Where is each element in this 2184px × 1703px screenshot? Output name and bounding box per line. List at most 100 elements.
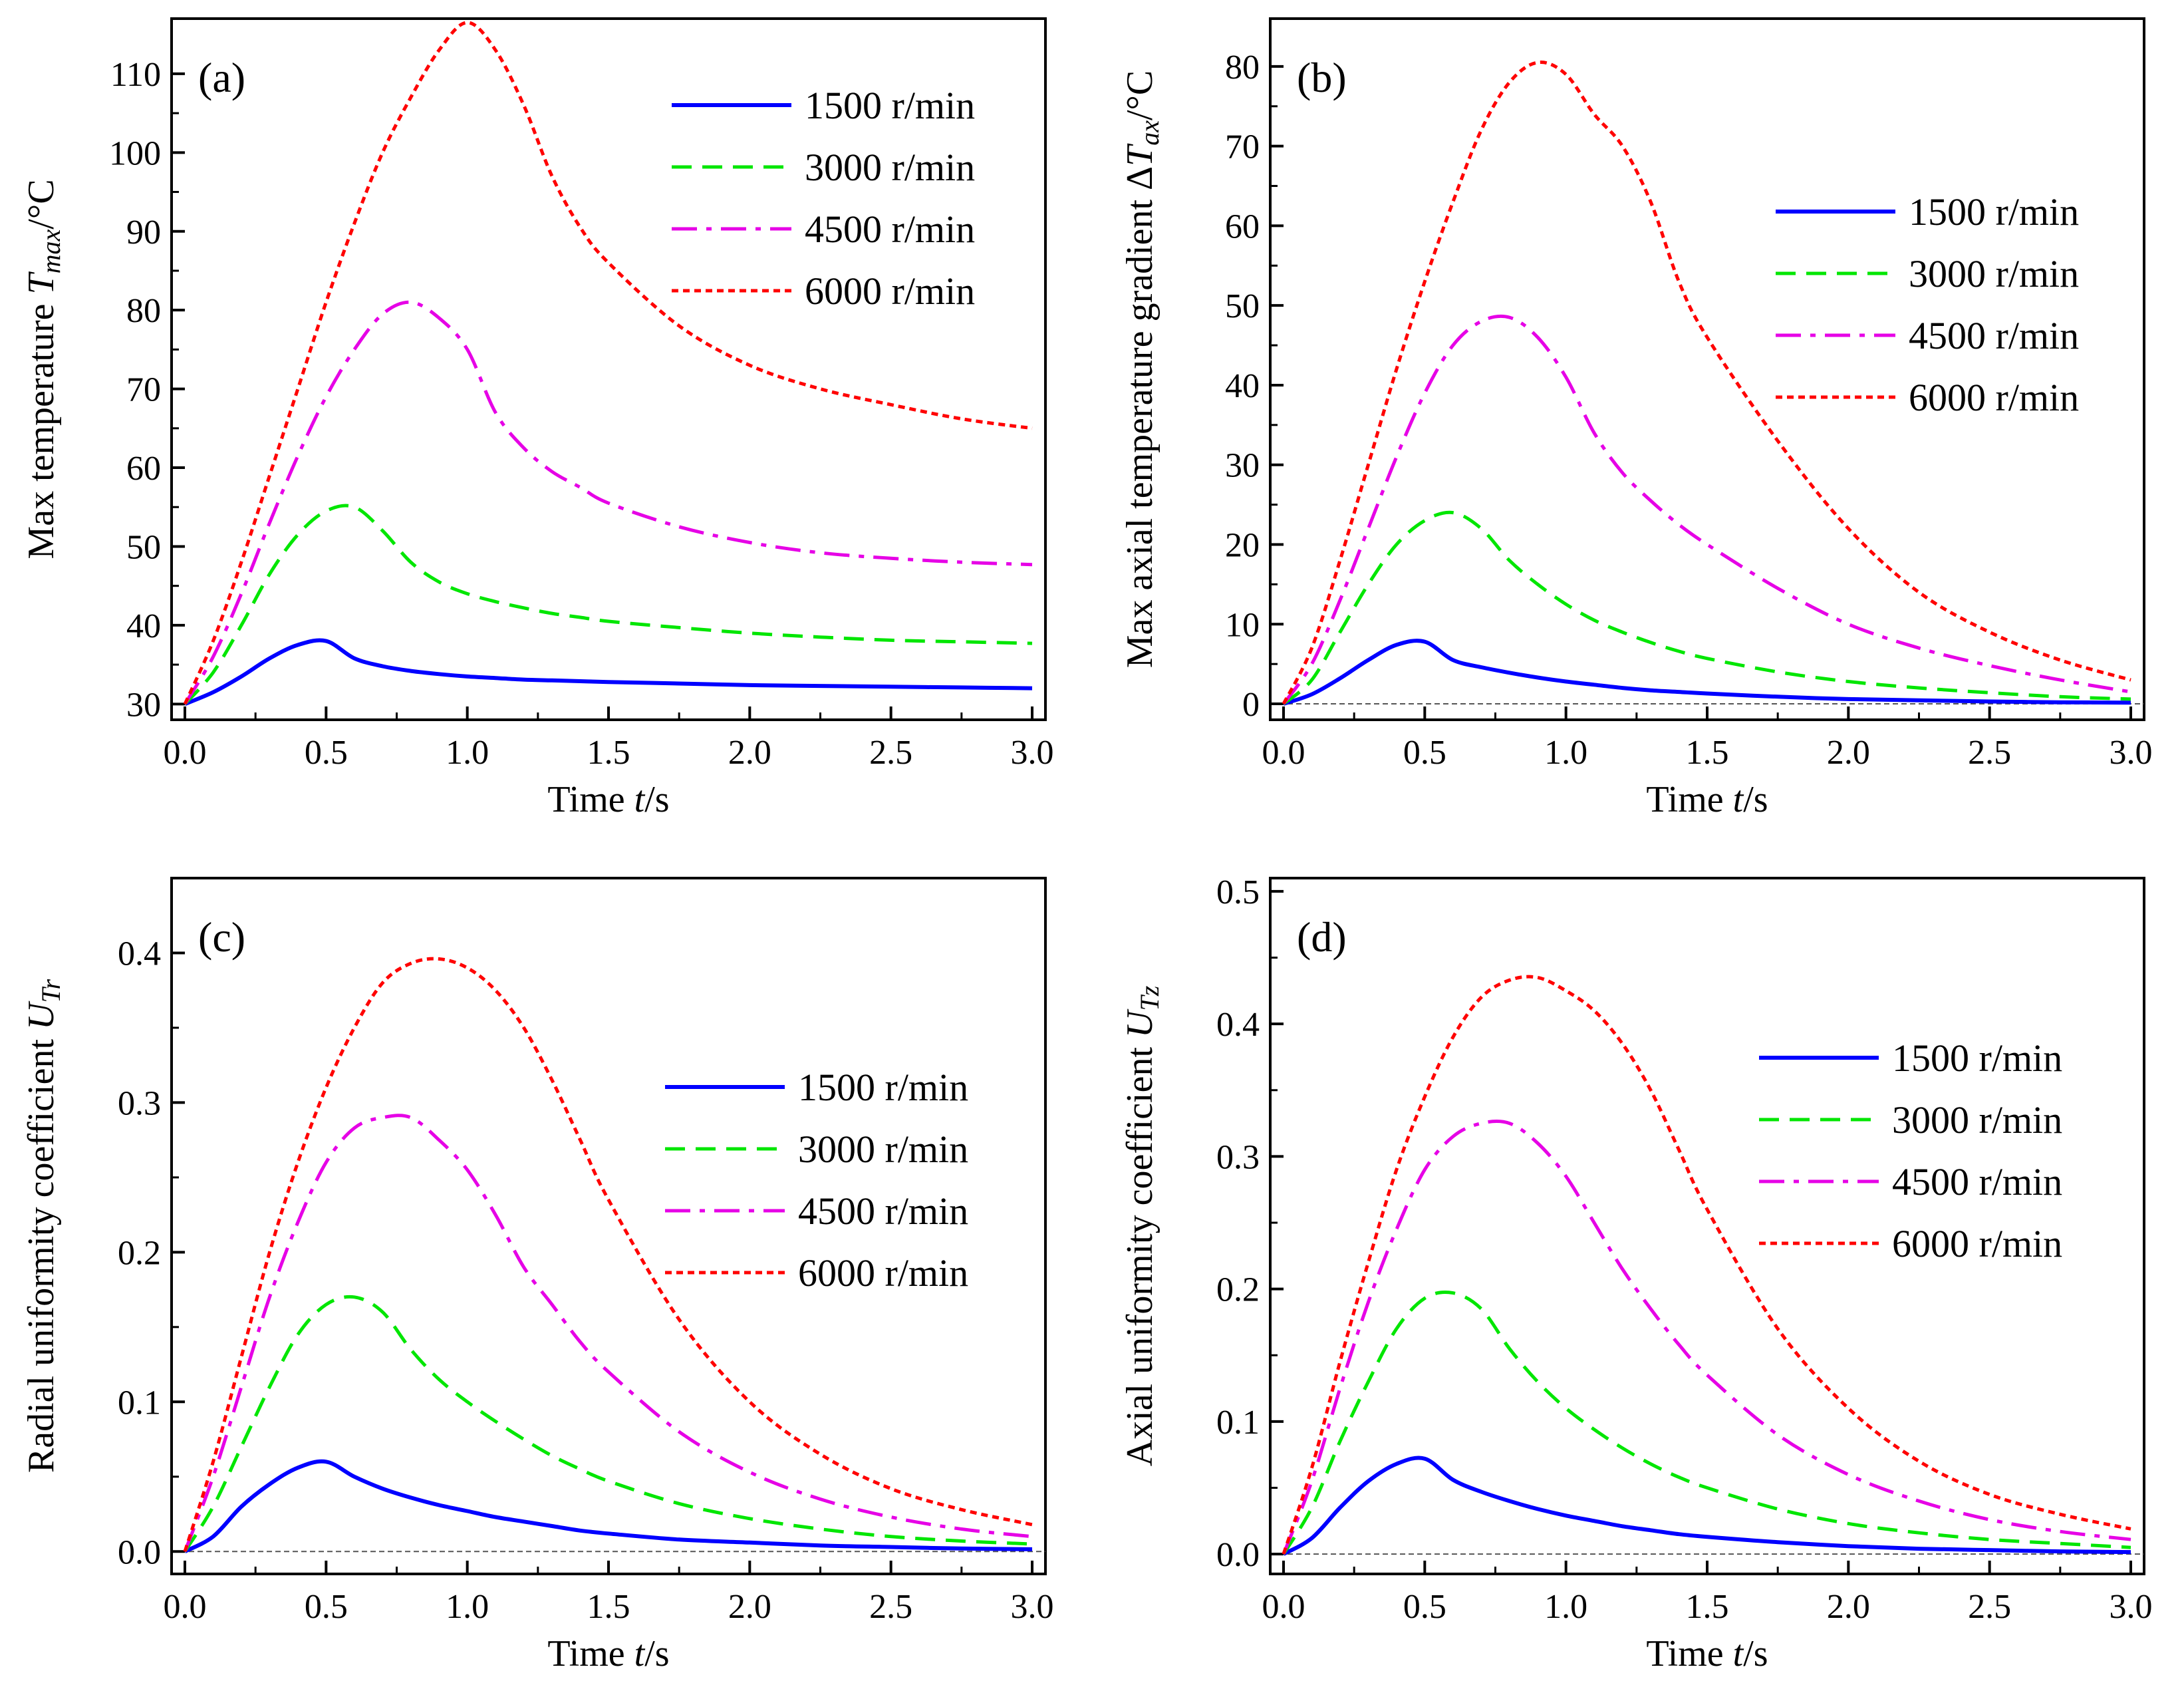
series-line-1500: [1283, 639, 2131, 706]
x-tick-label: 0.0: [1262, 1588, 1305, 1626]
x-tick-label: 3.0: [2110, 734, 2153, 772]
series-line-6000: [183, 21, 1033, 705]
x-tick-label: 2.0: [728, 734, 771, 772]
legend-label: 6000 r/min: [1892, 1222, 2062, 1265]
x-tick-label: 0.5: [1403, 1588, 1446, 1626]
series-line-6000: [1282, 61, 2131, 705]
legend-label: 1500 r/min: [805, 84, 975, 127]
series-line-3000: [184, 504, 1033, 705]
series-line-4500: [183, 1114, 1033, 1553]
series-line-1500: [184, 638, 1033, 706]
y-tick-label: 0.3: [118, 1084, 161, 1122]
y-tick-label: 0.4: [118, 935, 161, 973]
y-tick-label: 30: [126, 686, 161, 724]
legend-label: 4500 r/min: [1909, 314, 2079, 357]
legend-label: 4500 r/min: [805, 208, 975, 251]
y-tick-label: 0.0: [118, 1533, 161, 1571]
panel-label: (b): [1297, 54, 1347, 101]
x-tick-label: 1.5: [587, 734, 630, 772]
x-tick-label: 0.0: [1262, 734, 1305, 772]
x-tick-label: 1.5: [1686, 734, 1729, 772]
y-tick-label: 80: [126, 292, 161, 330]
x-tick-label: 2.0: [728, 1588, 771, 1626]
y-tick-label: 0.2: [1216, 1271, 1260, 1309]
panel-label: (d): [1297, 913, 1347, 961]
x-tick-label: 3.0: [2110, 1588, 2153, 1626]
y-tick-label: 10: [1225, 606, 1260, 644]
series-line-3000: [183, 1295, 1033, 1553]
y-tick-label: 0.1: [1216, 1404, 1260, 1442]
y-tick-label: 0.0: [1216, 1536, 1260, 1574]
y-tick-label: 100: [109, 134, 161, 172]
series-line-4500: [183, 300, 1033, 705]
plot-frame: [1269, 17, 2145, 721]
x-tick-label: 1.0: [446, 734, 489, 772]
x-tick-label: 3.0: [1011, 1588, 1054, 1626]
x-tick-label: 0.0: [164, 734, 207, 772]
y-tick-label: 0.4: [1216, 1006, 1260, 1044]
legend-label: 6000 r/min: [798, 1251, 968, 1295]
panel-label: (a): [198, 54, 245, 101]
y-tick-label: 70: [126, 371, 161, 409]
x-tick-label: 2.0: [1827, 734, 1870, 772]
legend-label: 3000 r/min: [798, 1128, 968, 1171]
x-tick-label: 2.5: [1968, 1588, 2011, 1626]
x-tick-label: 0.5: [305, 1588, 348, 1626]
y-tick-label: 50: [126, 528, 161, 566]
x-tick-label: 3.0: [1011, 734, 1054, 772]
y-tick-label: 30: [1225, 447, 1260, 485]
y-tick-label: 110: [110, 56, 161, 94]
legend-label: 1500 r/min: [1892, 1036, 2062, 1080]
y-tick-label: 40: [1225, 367, 1260, 405]
y-tick-label: 0.2: [118, 1234, 161, 1272]
y-tick-label: 70: [1225, 128, 1260, 166]
y-tick-label: 50: [1225, 287, 1260, 325]
x-tick-label: 1.5: [587, 1588, 630, 1626]
y-tick-label: 0.3: [1216, 1138, 1260, 1176]
legend-label: 3000 r/min: [805, 146, 975, 189]
y-axis-title: Radial uniformity coefficient UTr: [21, 979, 66, 1473]
x-tick-label: 1.0: [1544, 1588, 1587, 1626]
y-tick-label: 0.5: [1216, 873, 1260, 911]
x-tick-label: 1.0: [1544, 734, 1587, 772]
legend-label: 4500 r/min: [798, 1189, 968, 1233]
legend-label: 4500 r/min: [1892, 1160, 2062, 1203]
x-tick-label: 0.5: [1403, 734, 1446, 772]
legend-label: 6000 r/min: [805, 269, 975, 313]
x-tick-label: 2.5: [1968, 734, 2011, 772]
y-tick-label: 0: [1242, 686, 1260, 724]
chart-panel-d: 0.0 0.5 1.0 1.5 2.0 2.5 3.0 0.0 0.1 0.2 0.3 0.4 0.5 T…: [1119, 873, 2153, 1674]
series-line-3000: [1282, 510, 2131, 705]
chart-panel-c: 0.0 0.5 1.0 1.5 2.0 2.5 3.0 0.0 0.1 0.2 0.3 0.4 Time…: [21, 877, 1054, 1674]
legend-label: 3000 r/min: [1909, 252, 2079, 295]
legend-label: 1500 r/min: [798, 1066, 968, 1109]
y-tick-label: 60: [1225, 208, 1260, 245]
x-tick-label: 1.5: [1686, 1588, 1729, 1626]
y-tick-label: 90: [126, 214, 161, 251]
series-line-1500: [1282, 1456, 2131, 1556]
series-line-3000: [1282, 1290, 2131, 1555]
series-line-4500: [1282, 1119, 2131, 1555]
x-tick-label: 0.0: [164, 1588, 207, 1626]
series-line-4500: [1282, 314, 2131, 705]
y-tick-label: 20: [1225, 527, 1260, 565]
x-tick-label: 2.0: [1827, 1588, 1870, 1626]
y-tick-label: 0.1: [118, 1384, 161, 1422]
y-axis-title: Axial uniformity coefficient UTz: [1119, 985, 1164, 1466]
panel-label: (c): [198, 913, 245, 961]
x-axis-title: Time t/s: [1646, 779, 1768, 820]
x-tick-label: 2.5: [869, 1588, 912, 1626]
y-axis-title: Max axial temperature gradient ΔTax/°C: [1119, 71, 1164, 669]
legend-label: 3000 r/min: [1892, 1098, 2062, 1142]
series-line-6000: [183, 957, 1033, 1553]
legend-label: 1500 r/min: [1909, 190, 2079, 233]
legend-label: 6000 r/min: [1909, 376, 2079, 419]
x-axis-title: Time t/s: [547, 779, 669, 820]
chart-panel-a: 0.0 0.5 1.0 1.5 2.0 2.5 3.0 30 40 50 60 70 80 90 100 11…: [21, 17, 1054, 820]
y-tick-label: 60: [126, 450, 161, 488]
y-axis-title: Max temperature Tmax/°C: [21, 179, 66, 559]
x-tick-label: 0.5: [305, 734, 348, 772]
series-line-1500: [184, 1459, 1033, 1553]
x-tick-label: 1.0: [446, 1588, 489, 1626]
